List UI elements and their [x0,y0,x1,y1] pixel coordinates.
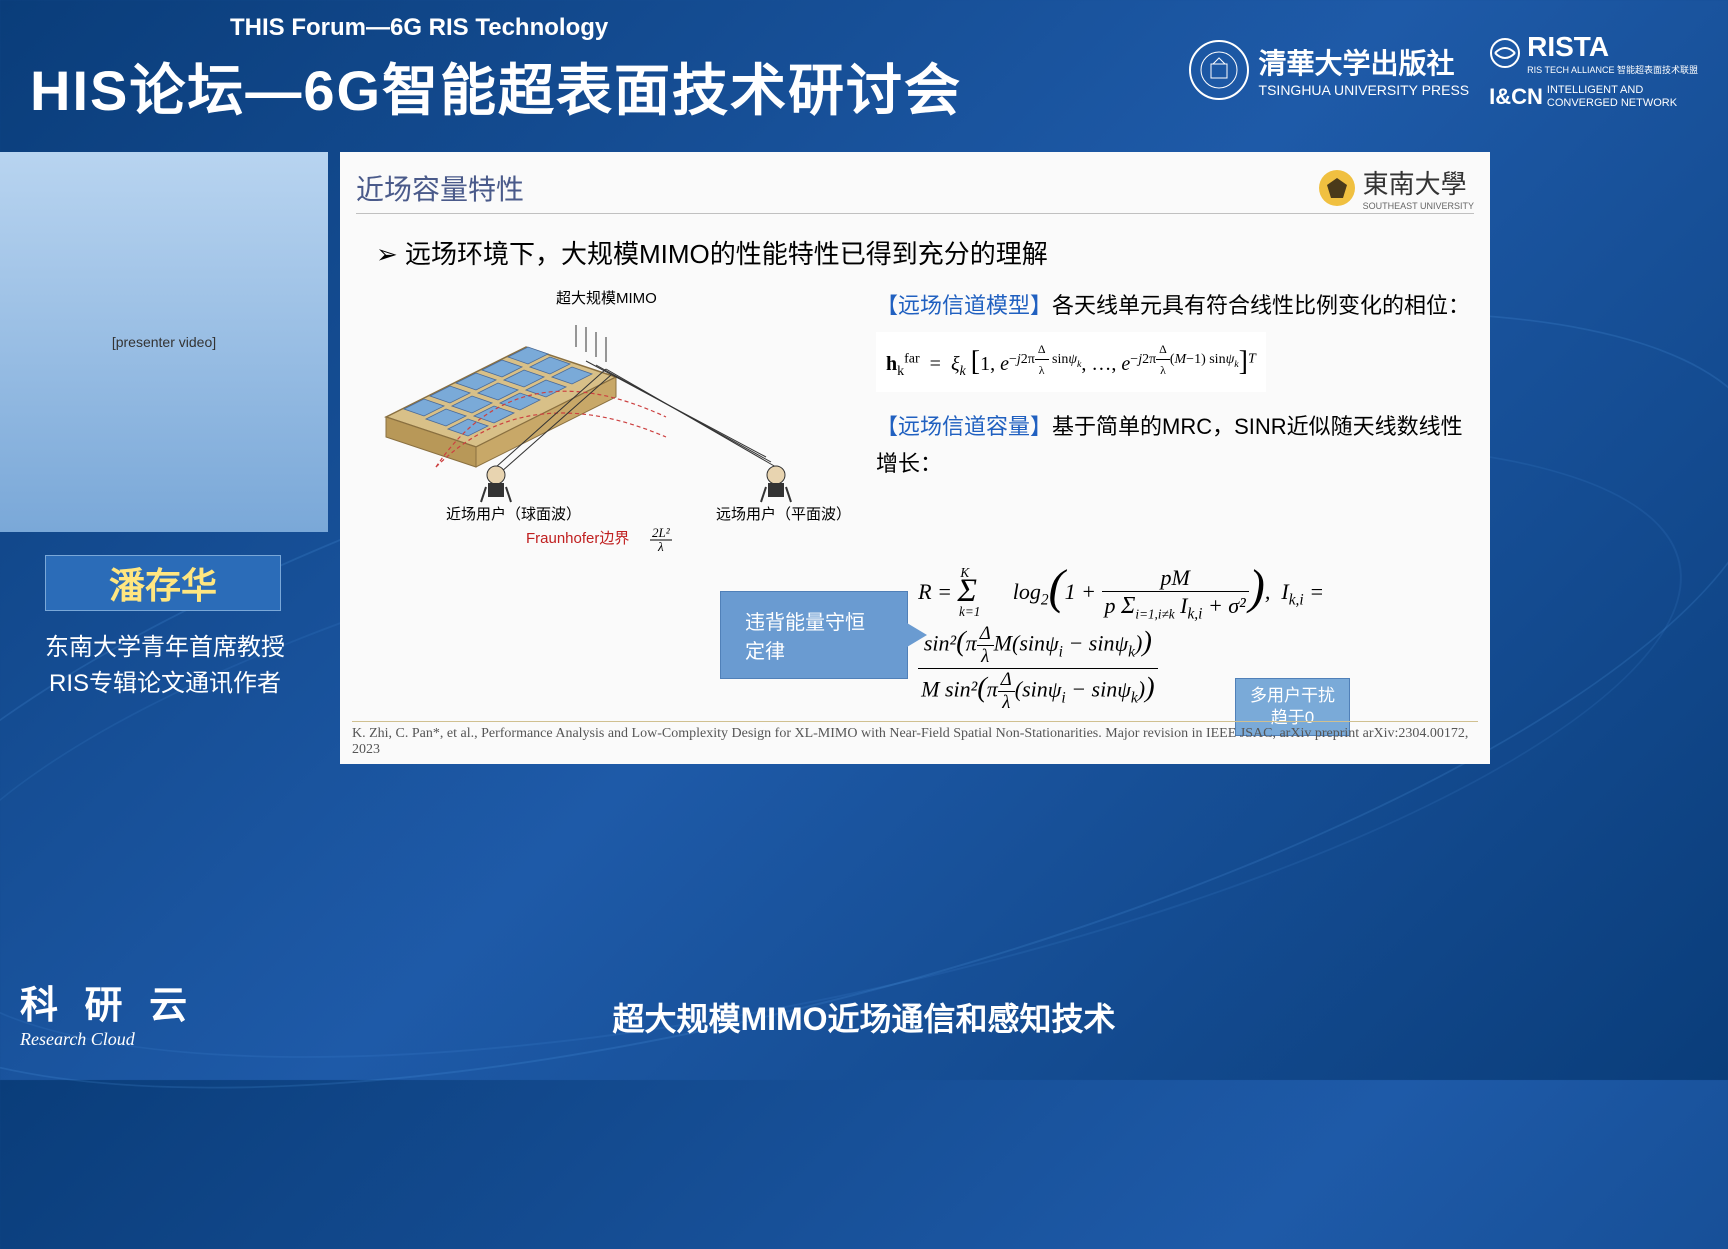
tsinghua-seal-icon [1189,40,1249,100]
slide-header: 近场容量特性 東南大學 SOUTHEAST UNIVERSITY [356,164,1474,214]
rista-icon [1489,37,1521,69]
section1: 【远场信道模型】各天线单元具有符合线性比例变化的相位： [876,287,1474,324]
diagram-mimo-label: 超大规模MIMO [556,290,657,307]
icn-logo: I&CN [1489,84,1543,110]
video-placeholder-text: [presenter video] [112,334,216,350]
svg-text:λ: λ [657,539,664,552]
speaker-affiliation: 东南大学青年首席教授 RIS专辑论文通讯作者 [20,630,310,702]
section2: 【远场信道容量】基于简单的MRC，SINR近似随天线数线性增长： [876,408,1474,483]
seu-logo: 東南大學 SOUTHEAST UNIVERSITY [1319,164,1474,211]
seu-name: 東南大學 [1363,164,1474,201]
callout2-line1: 多用户干扰 [1250,685,1335,707]
header-right: 清華大学出版社 TSINGHUA UNIVERSITY PRESS RISTA … [1189,31,1698,110]
text-column: 【远场信道模型】各天线单元具有符合线性比例变化的相位： hkfar = ξk [… [876,287,1474,557]
rista-name: RISTA [1527,31,1698,63]
slide-bullet: ➢ 远场环境下，大规模MIMO的性能特性已得到充分的理解 [376,234,1474,271]
header-bar: THIS Forum—6G RIS Technology HIS论坛—6G智能超… [0,0,1728,140]
section1-label: 【远场信道模型】 [876,293,1052,318]
header-title: HIS论坛—6G智能超表面技术研讨会 [30,46,1189,127]
section2-label: 【远场信道容量】 [876,414,1052,439]
tsinghua-name-en: TSINGHUA UNIVERSITY PRESS [1259,82,1470,98]
diagram-column: 超大规模MIMO 近场用户（球面波） 远场用户（平面波） Fraunhofer边… [356,287,856,557]
citation: K. Zhi, C. Pan*, et al., Performance Ana… [352,721,1478,758]
speaker-name: 潘存华 [109,557,217,609]
diagram-near-user: 近场用户（球面波） [446,506,581,523]
formula2: R = Σk=1K log2(1 + pM p Σi=1,i≠k Ik,i + … [918,556,1480,714]
speaker-title-1: 东南大学青年首席教授 [20,630,310,666]
callout-energy: 违背能量守恒定律 [720,591,908,679]
seu-name-en: SOUTHEAST UNIVERSITY [1363,201,1474,211]
mimo-diagram: 超大规模MIMO 近场用户（球面波） 远场用户（平面波） Fraunhofer边… [356,287,856,552]
diagram-far-user: 远场用户（平面波） [716,506,851,523]
svg-text:2L²: 2L² [652,525,671,540]
icn-sub: INTELLIGENT AND CONVERGED NETWORK [1547,84,1677,108]
seu-badge-icon [1319,170,1355,206]
header-subtitle: THIS Forum—6G RIS Technology [230,14,1189,42]
slide-content: 近场容量特性 東南大學 SOUTHEAST UNIVERSITY ➢ 远场环境下… [340,152,1490,764]
footer-logo-cn: 科 研 云 [20,974,195,1029]
footer-title: 超大规模MIMO近场通信和感知技术 [0,994,1728,1040]
formula-row: 违背能量守恒定律 R = Σk=1K log2(1 + pM p Σi=1,i≠… [720,556,1480,714]
slide-title: 近场容量特性 [356,168,524,208]
section1-text: 各天线单元具有符合线性比例变化的相位： [1052,293,1470,318]
footer-logo: 科 研 云 Research Cloud [20,974,195,1050]
footer-logo-en: Research Cloud [20,1029,195,1050]
diagram-boundary: Fraunhofer边界 [526,530,629,547]
speaker-name-box: 潘存华 [45,555,281,611]
slide-body: 超大规模MIMO 近场用户（球面波） 远场用户（平面波） Fraunhofer边… [356,287,1474,557]
speaker-video: [presenter video] [0,152,328,532]
speaker-title-2: RIS专辑论文通讯作者 [20,666,310,702]
callout1-text: 违背能量守恒定律 [745,612,865,663]
tsinghua-logo: 清華大学出版社 TSINGHUA UNIVERSITY PRESS [1189,40,1470,100]
rista-sub: RIS TECH ALLIANCE 智能超表面技术联盟 [1527,63,1698,76]
header-left: THIS Forum—6G RIS Technology HIS论坛—6G智能超… [30,14,1189,127]
formula1: hkfar = ξk [1, e−j2πΔλ sinψk, …, e−j2πΔλ… [876,332,1266,392]
tsinghua-name-cn: 清華大学出版社 [1259,42,1470,82]
rista-block: RISTA RIS TECH ALLIANCE 智能超表面技术联盟 I&CN I… [1489,31,1698,110]
